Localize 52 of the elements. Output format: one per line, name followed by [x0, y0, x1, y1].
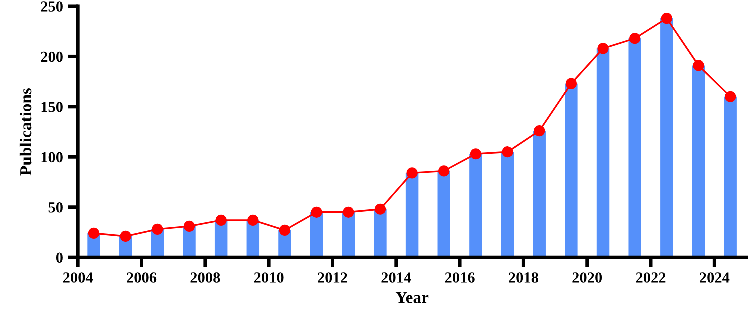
y-tick-label: 100 — [42, 152, 63, 163]
x-tick-label: 2012 — [318, 272, 348, 283]
x-tick-label: 2024 — [700, 272, 730, 283]
point — [725, 91, 736, 102]
point — [470, 148, 482, 160]
x-tick-label: 2010 — [254, 272, 284, 283]
point — [374, 204, 386, 215]
point — [438, 166, 450, 177]
bar — [533, 131, 546, 258]
point — [343, 206, 354, 218]
y-tick-label: 0 — [56, 252, 63, 264]
point — [88, 228, 100, 240]
point — [534, 125, 546, 137]
x-tick-label: 2022 — [636, 272, 666, 283]
bar — [438, 171, 450, 258]
y-tick-label: 50 — [48, 202, 63, 213]
bar — [565, 84, 578, 258]
bar — [628, 38, 642, 258]
point — [216, 214, 227, 226]
point — [661, 12, 672, 24]
point — [406, 168, 418, 179]
bar — [596, 48, 610, 258]
bar — [692, 66, 706, 258]
y-tick-label: 150 — [42, 102, 63, 112]
x-tick-label: 2008 — [190, 272, 220, 283]
point — [279, 224, 291, 236]
bar — [470, 154, 482, 258]
bar — [724, 96, 737, 258]
point — [248, 214, 259, 226]
x-tick-label: 2006 — [127, 272, 157, 283]
x-tick-label: 2004 — [63, 272, 94, 283]
bar — [406, 173, 419, 258]
x-axis-title: Year — [396, 292, 429, 304]
point — [693, 60, 704, 72]
y-axis-title: Publications — [20, 88, 32, 176]
x-tick-label: 2020 — [572, 272, 602, 283]
x-tick-label: 2016 — [445, 272, 475, 283]
point — [120, 230, 132, 242]
point — [630, 33, 641, 44]
point — [311, 206, 322, 218]
y-tick-label: 200 — [41, 52, 63, 62]
point — [566, 78, 577, 90]
point — [184, 220, 196, 232]
point — [152, 224, 164, 236]
bar — [501, 152, 514, 258]
x-tick-label: 2014 — [382, 272, 412, 283]
point — [598, 43, 609, 54]
y-tick-label: 250 — [41, 2, 63, 12]
bar — [374, 209, 387, 258]
point — [502, 146, 514, 158]
bar — [660, 18, 674, 258]
x-tick-label: 2018 — [509, 272, 538, 283]
